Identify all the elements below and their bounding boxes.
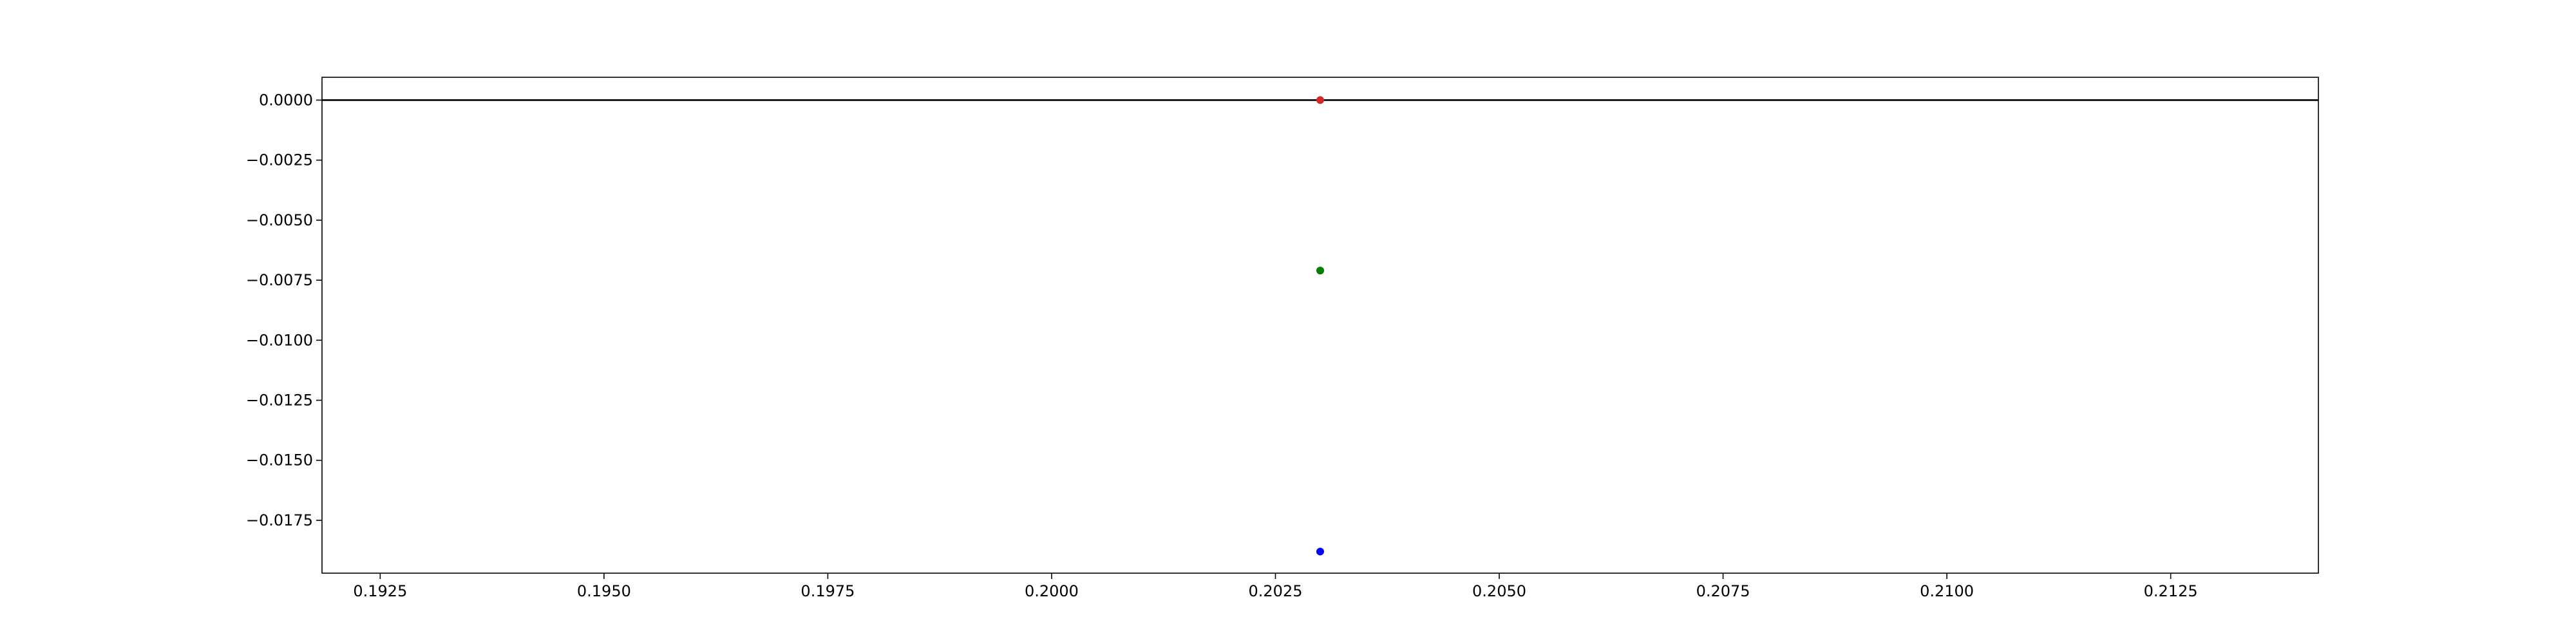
y-tick-label: −0.0025 xyxy=(246,151,313,169)
y-tick-label: −0.0150 xyxy=(246,451,313,469)
y-tick-label: −0.0175 xyxy=(246,511,313,529)
x-tick-label: 0.1975 xyxy=(800,582,855,600)
y-axis: 0.0000 −0.0025 −0.0050 −0.0075 −0.0100 −0.012… xyxy=(246,91,322,529)
x-tick-label: 0.1925 xyxy=(353,582,407,600)
x-tick-label: 0.2025 xyxy=(1249,582,1303,600)
y-tick-label: −0.0125 xyxy=(246,392,313,410)
x-axis: 0.1925 0.1950 0.1975 0.2000 0.2025 0.2050 0.20… xyxy=(353,573,2198,600)
x-tick-label: 0.1950 xyxy=(577,582,631,600)
x-tick-label: 0.2125 xyxy=(2144,582,2198,600)
x-tick-label: 0.2075 xyxy=(1696,582,1750,600)
data-point-3 xyxy=(1316,547,1324,556)
x-tick-label: 0.2050 xyxy=(1472,582,1526,600)
y-tick-label: −0.0050 xyxy=(246,211,313,229)
x-tick-label: 0.2100 xyxy=(1920,582,1974,600)
y-tick-label: −0.0075 xyxy=(246,271,313,289)
plot-area xyxy=(322,96,2318,556)
data-point-1 xyxy=(1316,96,1324,104)
y-tick-label: −0.0100 xyxy=(246,331,313,349)
axes-frame xyxy=(321,77,2319,574)
data-point-2 xyxy=(1316,267,1324,275)
y-tick-label: 0.0000 xyxy=(259,91,313,109)
x-tick-label: 0.2000 xyxy=(1025,582,1079,600)
